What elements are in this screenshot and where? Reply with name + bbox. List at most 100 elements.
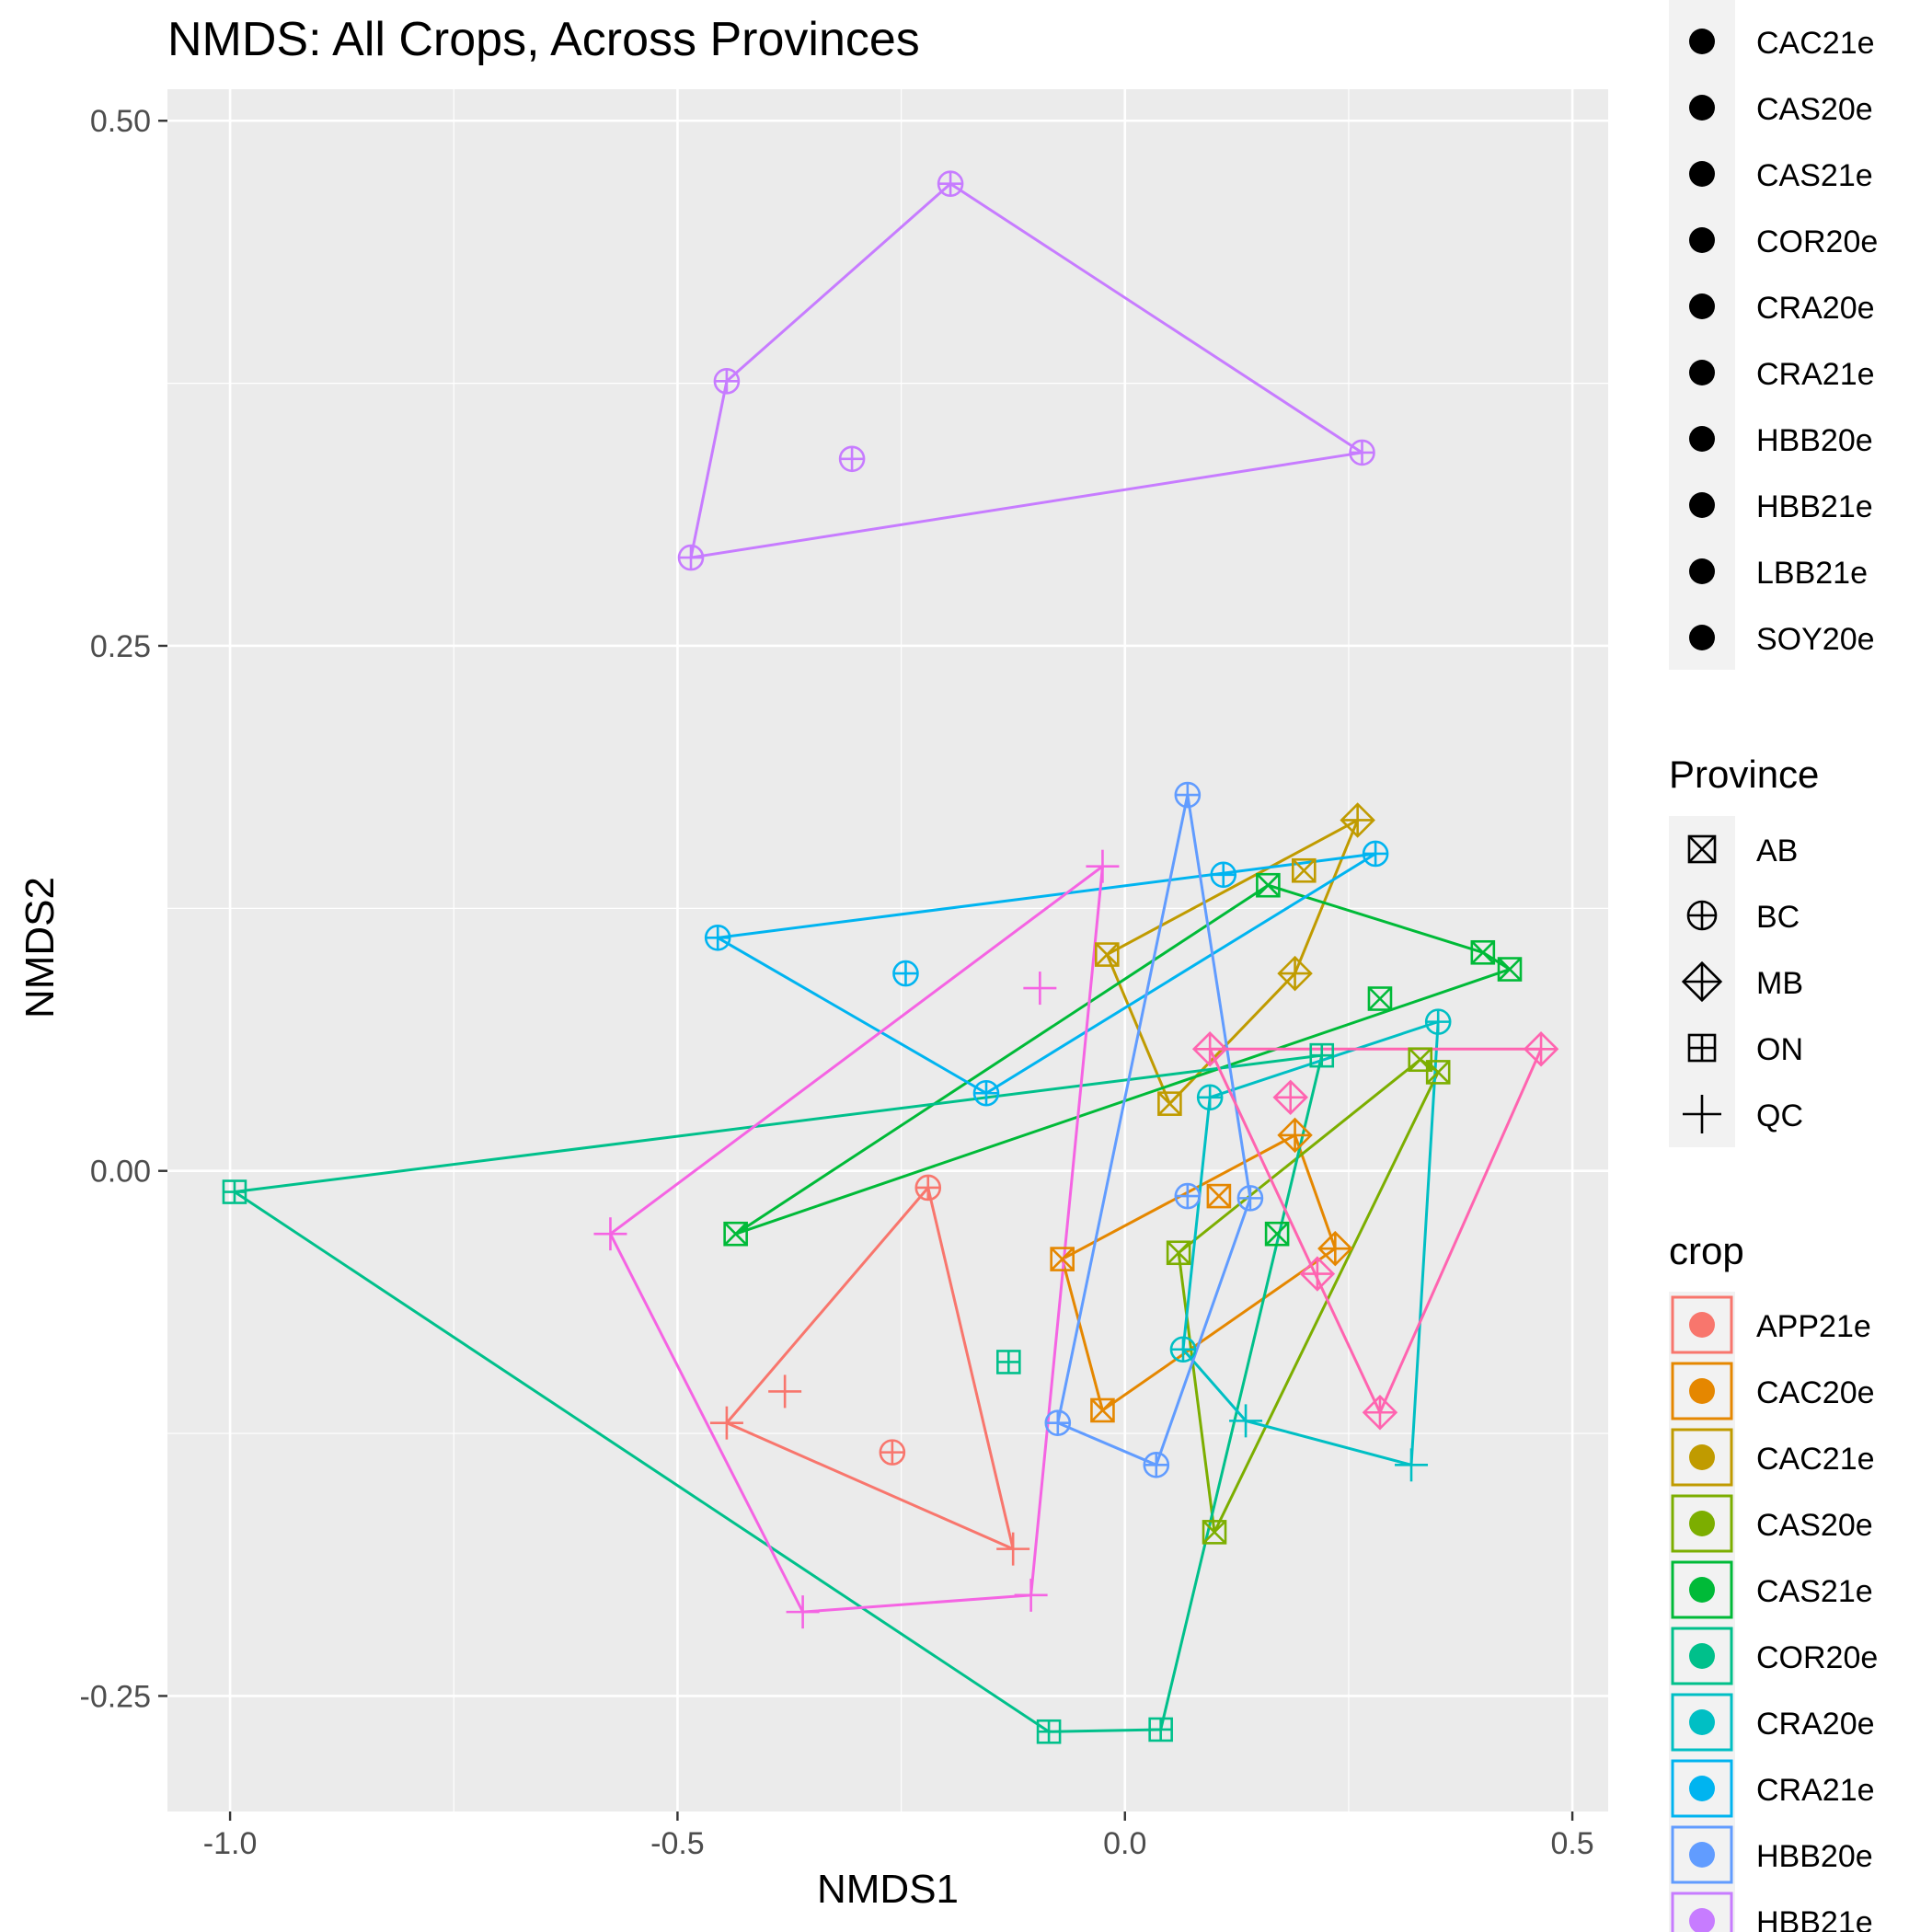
point-COR20e-ON — [996, 1350, 1021, 1374]
hull-APP21e — [725, 1186, 1015, 1551]
point-HBB20e-BC — [1143, 1452, 1170, 1478]
legend-province-key-ON — [1687, 1033, 1717, 1063]
legend-top-label: SOY20e — [1756, 622, 1875, 657]
hull-CRA20e — [1181, 1020, 1440, 1466]
legend-province-label: ON — [1756, 1032, 1803, 1067]
legend-province-title: Province — [1669, 753, 1819, 796]
point-SOY20e-MB — [1299, 1256, 1336, 1292]
point-HBB21e-BC — [1349, 439, 1375, 466]
legend-top-label: CAC21e — [1756, 26, 1875, 61]
point-CAS21e-AB — [1264, 1221, 1290, 1247]
axes: -1.0 -0.5 0.0 0.5 -0.25 0.00 0.25 0.50 — [80, 104, 1594, 1861]
legend-top-dot — [1689, 95, 1715, 121]
point-CRA21e-BC — [1210, 861, 1237, 889]
point-CAC21e-MB — [1340, 802, 1375, 838]
legend-province-key-AB — [1687, 834, 1717, 864]
legend-top-dot — [1689, 558, 1715, 584]
point-CAC20e-MB — [1317, 1230, 1353, 1267]
legend-crop-key-box — [1671, 1825, 1733, 1884]
legend-crop-key-dot — [1689, 1378, 1715, 1404]
legend-top-label: HBB21e — [1756, 489, 1873, 524]
y-tick-label: 0.00 — [90, 1155, 151, 1190]
point-HBB20e-BC — [1174, 781, 1202, 809]
point-CAC20e-AB — [1090, 1397, 1115, 1423]
point-CAS21e-AB — [1256, 872, 1281, 898]
legend-crop-key-dot — [1689, 1444, 1715, 1470]
legend-crop-label: CAS21e — [1756, 1574, 1873, 1609]
legend-crop-key-dot — [1689, 1709, 1715, 1735]
legend-crop-label: APP21e — [1756, 1309, 1871, 1344]
legend-crop-key-box — [1671, 1693, 1733, 1752]
point-HBB21e-BC — [937, 170, 964, 198]
point-CRA20e-BC — [1169, 1336, 1197, 1363]
legend-crop-label: CRA20e — [1756, 1707, 1875, 1742]
point-CAC21e-MB — [1277, 955, 1313, 992]
legend-crop-key-dot — [1689, 1908, 1715, 1932]
legend-top-dot — [1689, 161, 1715, 187]
point-CAC20e-MB — [1277, 1117, 1313, 1154]
point-COR20e-ON — [1148, 1717, 1173, 1742]
point-CAS21e-AB — [1367, 986, 1393, 1011]
legend-crop-key-box — [1671, 1560, 1733, 1619]
plot-panel — [167, 89, 1608, 1811]
legend-crop-key-box — [1671, 1759, 1733, 1818]
legend-top-dot — [1689, 625, 1715, 650]
legend-crop-key-dot — [1689, 1776, 1715, 1801]
point-SOY20e-MB — [1191, 1031, 1228, 1067]
point-LBB21e-QC — [786, 1595, 820, 1629]
point-APP21e-QC — [709, 1406, 743, 1440]
point-CRA21e-BC — [892, 960, 919, 987]
point-CAC21e-AB — [1157, 1091, 1182, 1116]
point-CRA21e-BC — [972, 1079, 1000, 1107]
legend-crop-key-dot — [1689, 1643, 1715, 1669]
legend-province-label: BC — [1756, 900, 1800, 935]
x-tick-label: 0.0 — [1103, 1826, 1146, 1861]
legend-crop-key-box — [1671, 1627, 1733, 1685]
point-LBB21e-QC — [1086, 849, 1120, 883]
legend-crop-label: CAC21e — [1756, 1442, 1875, 1477]
point-APP21e-QC — [768, 1374, 802, 1409]
point-COR20e-ON — [1036, 1719, 1062, 1744]
legend-top-label: CAS21e — [1756, 158, 1873, 193]
point-CAS20e-AB — [1425, 1060, 1451, 1085]
legend-top-dot — [1689, 29, 1715, 54]
legend-crop-title: crop — [1669, 1229, 1744, 1272]
data-points — [222, 170, 1559, 1744]
point-HBB21e-BC — [838, 445, 866, 473]
x-tick-label: -1.0 — [203, 1826, 258, 1861]
point-HBB20e-BC — [1174, 1182, 1202, 1210]
legend-top-label: HBB20e — [1756, 423, 1873, 458]
point-CAS21e-AB — [1470, 939, 1496, 965]
point-LBB21e-QC — [593, 1217, 627, 1251]
point-HBB20e-BC — [1044, 1409, 1072, 1436]
legend-top-dot — [1689, 426, 1715, 452]
y-tick-label: 0.50 — [90, 104, 151, 139]
legend-crop-label: COR20e — [1756, 1640, 1878, 1675]
point-CRA20e-QC — [1229, 1404, 1263, 1438]
legend-top-dot — [1689, 293, 1715, 319]
y-tick-label: -0.25 — [80, 1679, 152, 1714]
hull-CRA21e — [716, 852, 1377, 1095]
point-CAC20e-AB — [1050, 1247, 1075, 1271]
legend-crop-label: CAC20e — [1756, 1375, 1875, 1410]
point-CAS20e-AB — [1166, 1240, 1191, 1266]
legend-province-key-MB — [1681, 960, 1723, 1003]
legends: CAC21e CAS20e CAS21e COR20e CRA20e CRA21e HBB2… — [1669, 0, 1878, 1932]
legend-top-dot — [1689, 227, 1715, 253]
legend-top-label: CAS20e — [1756, 92, 1873, 127]
legend-crop-key-box — [1671, 1494, 1733, 1553]
point-APP21e-QC — [996, 1532, 1030, 1566]
legend-crop-label: HBB20e — [1756, 1839, 1873, 1874]
legend-top-label: LBB21e — [1756, 556, 1868, 591]
point-CRA20e-BC — [1424, 1008, 1452, 1035]
legend-province-key-BC — [1686, 900, 1718, 931]
legend-crop-key-dot — [1689, 1577, 1715, 1603]
point-SOY20e-MB — [1523, 1031, 1559, 1067]
legend-top-label: CRA21e — [1756, 357, 1875, 392]
point-HBB21e-BC — [677, 544, 705, 571]
hull-SOY20e — [1208, 1047, 1543, 1414]
legend-province-label: QC — [1756, 1098, 1803, 1133]
chart-title: NMDS: All Crops, Across Provinces — [167, 13, 920, 66]
point-LBB21e-QC — [1014, 1578, 1048, 1612]
